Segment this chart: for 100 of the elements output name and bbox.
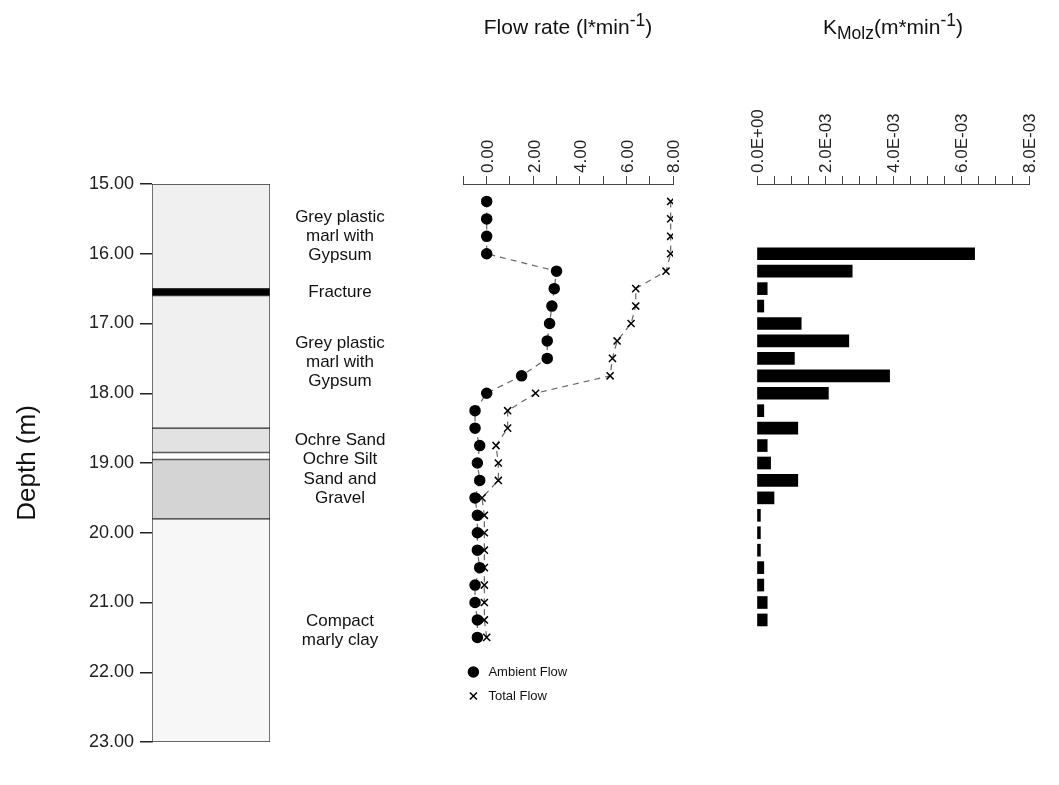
point (480, 615, 489, 625)
bar (757, 247, 975, 261)
x-tick-label: 2.0E-03 (816, 113, 836, 173)
series-label: Grey plastic marl with Gypsum (295, 332, 386, 390)
y-tick-label: 17.00 (88, 312, 134, 333)
bar (757, 578, 765, 592)
bar (757, 369, 890, 383)
series-label: Compact marly clay (301, 610, 379, 649)
point (480, 511, 489, 520)
point (503, 423, 512, 433)
text: Fracture (308, 281, 372, 301)
point (515, 370, 528, 382)
point (473, 474, 486, 487)
bar (757, 282, 768, 295)
x-tick-label: 0.00 (477, 139, 497, 173)
point (480, 528, 489, 538)
bar (757, 561, 765, 574)
y-tick-label: 20.00 (88, 521, 134, 542)
point (503, 406, 512, 415)
point (548, 282, 560, 295)
point (469, 596, 481, 609)
point (480, 580, 489, 590)
bar (757, 439, 768, 452)
x-axis-title: K$_{Molz}$(m*min$^{-1}$) (822, 10, 964, 45)
point (494, 476, 503, 485)
bar (757, 404, 765, 418)
point (666, 232, 673, 241)
y-tick-label: 15.00 (88, 172, 134, 193)
y-axis-title: Depth (m) (10, 405, 41, 521)
bar (757, 299, 765, 313)
point (612, 336, 622, 346)
x-tick-label: 2.00 (524, 139, 544, 173)
point (550, 265, 563, 277)
text: Sand and Gravel (303, 469, 377, 508)
point (471, 544, 484, 556)
point (469, 422, 481, 434)
point (480, 598, 489, 607)
point (480, 545, 489, 555)
bar (757, 352, 795, 365)
y-tick-label: 18.00 (88, 382, 134, 403)
point (471, 631, 484, 644)
series-label: Ochre Silt (302, 449, 378, 469)
point (531, 388, 540, 398)
point (482, 633, 491, 642)
x-tick-label: 6.00 (617, 139, 637, 173)
x-tick-label: 0.0E+00 (748, 109, 768, 173)
x-tick-label: 8.00 (664, 139, 684, 173)
point (626, 319, 636, 328)
series-label: Grey plastic marl with Gypsum (295, 207, 386, 264)
bar (757, 421, 799, 435)
x-axis-title: Flow rate (l*min$^{-1}$) (482, 10, 654, 39)
bar (757, 317, 802, 330)
y-tick-label: 16.00 (88, 242, 134, 263)
point (666, 249, 673, 259)
bar (757, 386, 829, 400)
bar (757, 508, 761, 522)
bar (757, 456, 771, 470)
legend-label: Ambient Flow (488, 663, 568, 679)
point (661, 266, 671, 276)
point (631, 284, 641, 293)
point (471, 457, 484, 469)
bar (757, 474, 799, 487)
point (546, 300, 558, 312)
point (480, 387, 493, 399)
point (491, 441, 501, 450)
point (666, 197, 673, 206)
point (541, 352, 553, 365)
point (469, 404, 481, 417)
bar (757, 613, 768, 627)
point (471, 509, 484, 522)
point (631, 301, 641, 311)
point (666, 214, 673, 224)
series-label: Ochre Sand (294, 430, 386, 450)
point (480, 213, 493, 225)
point (473, 561, 486, 574)
point (541, 335, 553, 347)
x-tick-label: 4.00 (571, 139, 591, 173)
point (494, 458, 503, 468)
point (469, 579, 481, 591)
y-tick-label: 21.00 (88, 591, 134, 612)
bar (757, 596, 768, 609)
point (473, 439, 486, 452)
y-tick-label: 23.00 (88, 730, 134, 751)
point (471, 527, 484, 539)
point (469, 492, 481, 504)
bar (757, 543, 761, 557)
x-tick-label: 4.0E-03 (884, 113, 904, 173)
bar (757, 334, 850, 348)
y-tick-label: 19.00 (88, 451, 134, 472)
point (543, 317, 556, 330)
point (480, 248, 493, 260)
x-tick-label: 8.0E-03 (1020, 113, 1040, 173)
legend-label: Total Flow (488, 687, 548, 703)
x-tick-label: 6.0E-03 (952, 113, 972, 173)
bar (757, 526, 761, 540)
point (471, 614, 484, 626)
point (605, 371, 615, 381)
point (480, 195, 493, 208)
point (608, 354, 617, 363)
bar (757, 491, 775, 505)
